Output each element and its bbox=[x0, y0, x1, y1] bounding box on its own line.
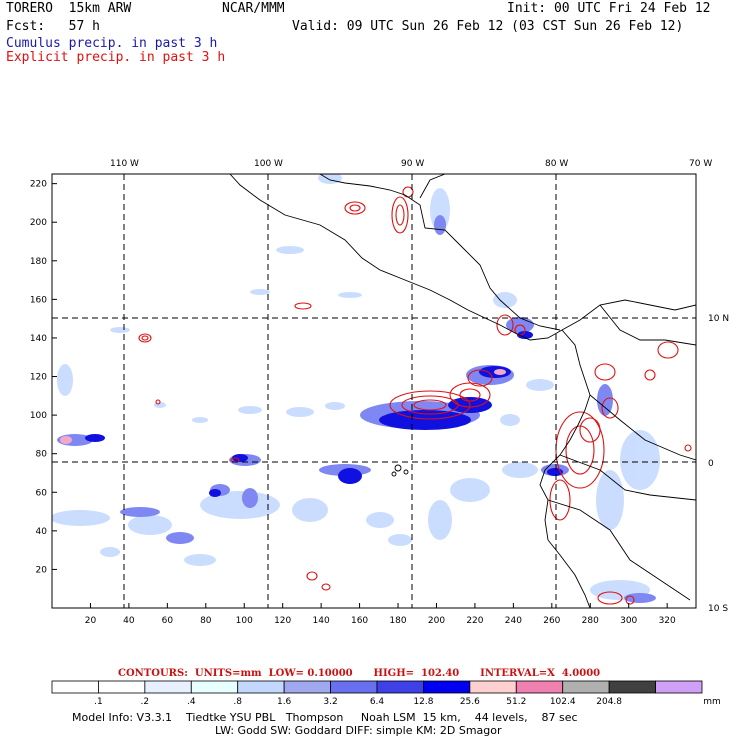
colorbar-swatch bbox=[562, 680, 610, 694]
y-tick-label: 100 bbox=[30, 411, 47, 421]
init-time: Init: 00 UTC Fri 24 Feb 12 bbox=[507, 1, 711, 16]
colorbar-swatch bbox=[190, 680, 239, 694]
latlon-grid bbox=[52, 174, 696, 608]
x-tick-label: 280 bbox=[582, 616, 599, 626]
map-frame bbox=[51, 173, 697, 609]
lat-label-0: 0 bbox=[708, 459, 714, 469]
x-tick-label: 180 bbox=[389, 616, 406, 626]
colorbar-swatch bbox=[330, 680, 378, 694]
lat-label-10s: 10 S bbox=[708, 604, 728, 614]
colorbar-label: 6.4 bbox=[370, 697, 385, 707]
colorbar-swatch bbox=[608, 680, 656, 694]
y-tick-label: 120 bbox=[30, 373, 47, 383]
colorbar-label: .4 bbox=[187, 697, 196, 707]
colorbar-swatch bbox=[423, 680, 471, 694]
contour-info: CONTOURS: UNITS=mm LOW= 0.10000 HIGH= 10… bbox=[118, 668, 601, 679]
x-tick-label: 160 bbox=[351, 616, 368, 626]
lon-label-90w: 90 W bbox=[401, 159, 424, 169]
colorbar-swatch bbox=[376, 680, 424, 694]
x-tick-label: 20 bbox=[85, 616, 97, 626]
lat-label-10n: 10 N bbox=[708, 314, 729, 324]
x-tick-label: 240 bbox=[505, 616, 522, 626]
colorbar-label: 51.2 bbox=[506, 697, 526, 707]
colorbar: .1 .2 .4 .8 1.6 3.2 6.4 12.8 25.6 51.2 102.4 204.8 m… bbox=[51, 680, 721, 707]
colorbar-label: 204.8 bbox=[596, 697, 622, 707]
y-tick-label: 40 bbox=[36, 527, 48, 537]
colorbar-label: 12.8 bbox=[413, 697, 433, 707]
colorbar-label: 102.4 bbox=[550, 697, 576, 707]
x-tick-label: 320 bbox=[659, 616, 676, 626]
explicit-label: Explicit precip. in past 3 h bbox=[6, 50, 226, 65]
lon-label-70w: 70 W bbox=[689, 159, 712, 169]
x-tick-label: 260 bbox=[543, 616, 560, 626]
colorbar-swatch bbox=[655, 680, 703, 694]
x-tick-label: 40 bbox=[123, 616, 135, 626]
x-tick-label: 220 bbox=[466, 616, 483, 626]
forecast-hour: Fcst: 57 h bbox=[6, 19, 100, 34]
colorbar-swatch bbox=[469, 680, 517, 694]
colorbar-swatch bbox=[515, 680, 564, 694]
y-tick-label: 140 bbox=[30, 334, 47, 344]
colorbar-label: 3.2 bbox=[323, 697, 337, 707]
x-tick-label: 200 bbox=[428, 616, 445, 626]
y-tick-label: 60 bbox=[36, 488, 48, 498]
y-tick-label: 200 bbox=[30, 218, 47, 228]
model-name: TORERO 15km ARW bbox=[6, 1, 132, 16]
precip-field bbox=[52, 174, 696, 608]
colorbar-label: .2 bbox=[141, 697, 150, 707]
x-tick-label: 100 bbox=[236, 616, 253, 626]
y-tick-label: 220 bbox=[30, 180, 47, 190]
colorbar-swatch bbox=[144, 680, 192, 694]
colorbar-label: 25.6 bbox=[460, 697, 480, 707]
x-tick-label: 120 bbox=[274, 616, 291, 626]
colorbar-label: .8 bbox=[233, 697, 242, 707]
y-tick-label: 180 bbox=[30, 257, 47, 267]
colorbar-swatch bbox=[237, 680, 285, 694]
colorbar-unit: mm bbox=[703, 697, 721, 707]
colorbar-swatch bbox=[51, 680, 99, 694]
lon-label-110w: 110 W bbox=[110, 159, 139, 169]
lon-label-100w: 100 W bbox=[254, 159, 283, 169]
model-info-line2: LW: Godd SW: Goddard DIFF: simple KM: 2D… bbox=[215, 724, 502, 737]
colorbar-swatch bbox=[283, 680, 331, 694]
colorbar-label: .1 bbox=[94, 697, 103, 707]
y-axis: 20 40 60 80 100 120 140 160 180 200 220 bbox=[30, 180, 57, 575]
y-tick-label: 80 bbox=[36, 450, 48, 460]
colorbar-label: 1.6 bbox=[277, 697, 292, 707]
x-tick-label: 60 bbox=[162, 616, 174, 626]
model-info-line1: Model Info: V3.3.1 Tiedtke YSU PBL Thomp… bbox=[72, 711, 578, 724]
x-tick-label: 80 bbox=[200, 616, 212, 626]
cumulus-label: Cumulus precip. in past 3 h bbox=[6, 36, 218, 51]
x-tick-label: 140 bbox=[313, 616, 330, 626]
colorbar-swatch bbox=[98, 680, 146, 694]
x-axis: 20 40 60 80 100 120 140 160 180 200 220 240 260 280 30… bbox=[85, 603, 676, 626]
y-tick-label: 160 bbox=[30, 295, 47, 305]
lon-label-80w: 80 W bbox=[545, 159, 568, 169]
x-tick-label: 300 bbox=[620, 616, 637, 626]
center-name: NCAR/MMM bbox=[222, 1, 285, 16]
valid-time: Valid: 09 UTC Sun 26 Feb 12 (03 CST Sun … bbox=[292, 19, 684, 34]
y-tick-label: 20 bbox=[36, 565, 48, 575]
